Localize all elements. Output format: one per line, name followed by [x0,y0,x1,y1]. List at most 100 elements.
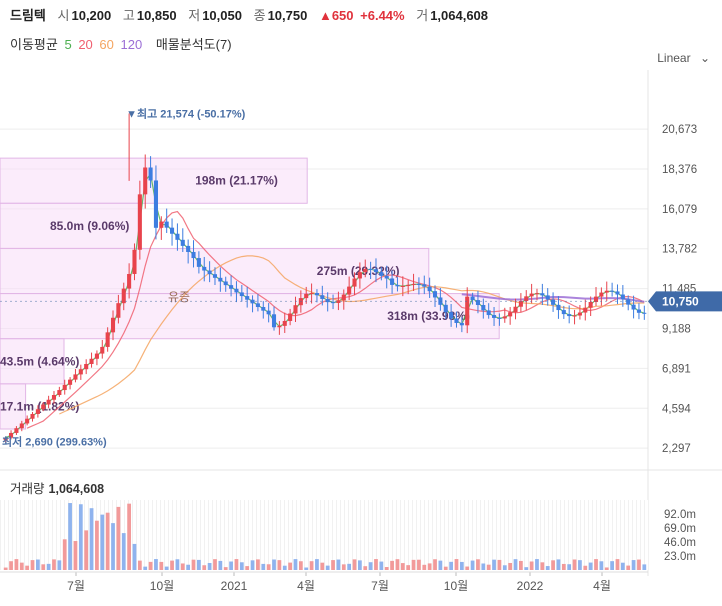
ma-120[interactable]: 120 [120,37,143,52]
candle-body [89,358,94,364]
candle-body [164,221,169,228]
candle-body [127,273,132,289]
candle-body [561,310,566,315]
candle-body [470,296,475,301]
candle-body [202,266,207,271]
candle-body [357,272,362,279]
volume-bar [73,541,78,570]
candle-body [110,317,116,333]
volume-bar [594,559,598,570]
volume-bar [368,562,373,570]
volume-bar [631,560,636,570]
candle-body [599,292,604,297]
candle-body [572,315,577,317]
candle-body [191,251,196,259]
candle-body [497,317,502,319]
volume-bar [545,566,550,570]
candle-body [132,249,137,274]
candle-body [288,313,293,321]
scale-selector[interactable]: Linear ⌄ [657,51,710,65]
candle-body [416,283,421,285]
scale-mode[interactable]: Linear [657,51,691,65]
volume-bar [540,562,545,570]
volume-bar [14,559,19,570]
volume-bar [315,559,319,570]
chevron-down-icon[interactable]: ⌄ [699,51,710,65]
candle-body [518,301,523,307]
candle-body [46,399,51,405]
volume-profile-label[interactable]: 매물분석도(7) [155,37,232,52]
volume-bar [154,559,158,570]
candle-body [502,316,507,319]
volume-profile-label: 198m (21.17%) [195,174,278,188]
annotation-label: 유증 [168,290,190,304]
open-value: 10,200 [71,8,112,23]
candle-body [57,390,62,396]
candle-body [449,312,454,319]
volume-bar [599,561,604,570]
volume-bar [449,561,453,570]
candle-body [159,221,164,228]
candle-body [427,286,432,292]
volume-bar [111,523,115,570]
volume-bar [610,561,614,570]
volume-bar [277,560,282,570]
volume-bar [363,566,368,570]
candle-body [620,294,625,300]
volume-bar [159,561,164,570]
volume-bar [486,564,491,570]
volume-bar [207,563,212,570]
ma-60[interactable]: 60 [99,37,114,52]
y-tick-label: 18,376 [662,164,697,176]
volume-bar [282,565,287,570]
volume-bars [3,503,647,570]
volume-bar [497,559,502,570]
candle-body [3,437,8,441]
volume-bar [492,559,496,570]
x-tick-label: 4월 [593,579,611,593]
volume-value: 1,064,608 [430,8,489,23]
current-price-label: 10,750 [662,294,699,308]
candle-body [282,320,287,326]
candle-body [390,278,395,285]
candle-body [443,304,448,313]
y-tick-label: 20,673 [662,124,697,136]
high-label: 고 [122,8,135,23]
ma-label[interactable]: 이동평균 [10,37,58,52]
volume-bar [100,514,105,570]
volume-bar [331,560,335,570]
x-tick-label: 2022 [517,579,544,593]
ma-20[interactable]: 20 [78,37,93,52]
candle-body [255,303,260,308]
volume-bar [202,565,207,570]
volume-bar [261,563,266,570]
volume-tick-label: 46.0m [664,537,696,549]
current-price-tag [648,291,722,312]
volume-bar [320,562,325,570]
volume-bar [519,560,523,570]
x-tick-label: 2021 [221,579,248,593]
candle-body [116,303,121,318]
candle-body [293,305,298,314]
candle-body [94,353,99,359]
volume-bar [46,563,51,570]
volume-bar [433,559,437,570]
volume-bar [422,564,427,570]
candle-body [545,295,550,300]
candle-body [320,295,325,299]
volume-bar [374,559,378,570]
volume-bar [438,560,443,570]
ma-5[interactable]: 5 [64,37,72,52]
volume-bar [52,559,56,570]
volume-bar [620,562,625,570]
volume-bar [417,559,421,570]
candle-body [492,315,497,318]
candle-body [175,233,180,240]
candle-body [583,307,588,313]
candle-body [62,384,67,391]
volume-bar [556,559,561,570]
candle-body [459,322,464,326]
volume-bar [175,559,180,570]
candle-body [481,305,486,311]
